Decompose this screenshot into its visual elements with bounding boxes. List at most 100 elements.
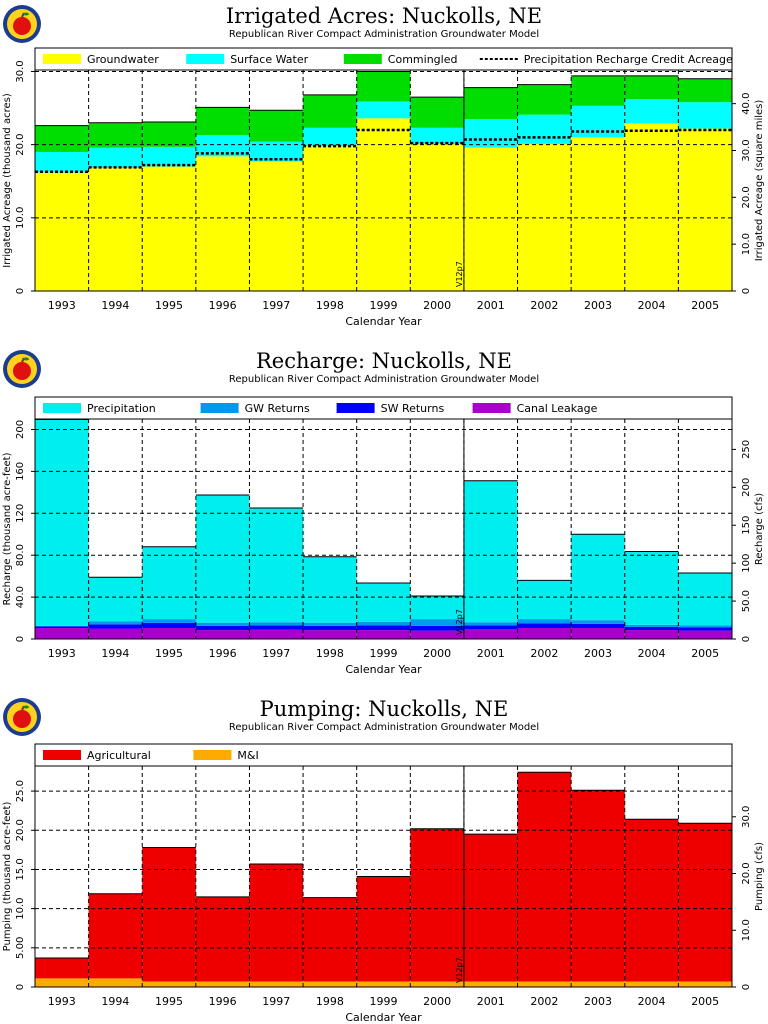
- recharge-panel: Recharge: Nuckolls, NE Republican River …: [0, 345, 768, 683]
- x-tick-label: 1994: [101, 995, 129, 1008]
- bar-segment: [571, 628, 625, 639]
- bar-segment: [142, 166, 196, 291]
- bar-segment: [249, 110, 304, 142]
- x-tick-label: 1995: [155, 647, 183, 660]
- bar-segment: [463, 981, 518, 987]
- x-tick-label: 1994: [101, 299, 129, 312]
- bar-segment: [356, 981, 411, 987]
- legend-swatch: [343, 54, 382, 64]
- chart-title: Irrigated Acres: Nuckolls, NE: [225, 4, 543, 28]
- recharge-chart: Precipitation GW Returns SW Returns Canal L…: [2, 396, 765, 676]
- bar-segment: [624, 624, 679, 627]
- x-tick-label: 1995: [155, 299, 183, 312]
- bar-segment: [303, 94, 357, 128]
- x-tick-label: 2003: [584, 647, 612, 660]
- x-tick-label: 1998: [316, 299, 344, 312]
- chart-subtitle: Republican River Compact Administration …: [228, 29, 540, 40]
- x-tick-label: 2002: [530, 299, 558, 312]
- x-tick-label: 2002: [530, 647, 558, 660]
- bar-segment: [678, 625, 732, 628]
- bar-segment: [517, 619, 572, 624]
- irrigated-acres-chart: Groundwater Surface Water Commingled Precip…: [2, 47, 765, 328]
- bar-segment: [463, 629, 518, 639]
- bar-segment: [410, 828, 464, 982]
- x-tick-label: 2002: [530, 995, 558, 1008]
- y-tick-label: 5.00: [15, 937, 26, 959]
- bar-segment: [195, 135, 250, 157]
- legend-label: Agricultural: [87, 749, 151, 762]
- pumping-panel: Pumping: Nuckolls, NE Republican River C…: [0, 693, 768, 1024]
- bar-segment: [624, 75, 679, 100]
- bar-segment: [303, 556, 357, 623]
- x-tick-label: 2005: [691, 647, 719, 660]
- bar-segment: [517, 580, 572, 620]
- bar-segment: [517, 114, 572, 144]
- legend-swatch: [43, 750, 81, 760]
- bar-segment: [249, 161, 304, 291]
- bar-segment: [249, 622, 304, 626]
- bar-segment: [624, 981, 679, 987]
- plot-frame: [34, 418, 733, 640]
- bar-segment: [517, 981, 572, 987]
- y-axis-label: Irrigated Acreage (thousand acres): [2, 93, 13, 268]
- legend-label: Precipitation Recharge Credit Acreage: [524, 53, 733, 66]
- bar-segment: [195, 494, 250, 623]
- x-tick-label: 2003: [584, 299, 612, 312]
- bar-segment: [35, 172, 89, 291]
- bar-segment: [678, 627, 732, 631]
- x-tick-label: 2001: [477, 299, 505, 312]
- bar-segment: [249, 625, 304, 630]
- y-right-tick-label: 30.0: [741, 806, 752, 828]
- bar-segment: [88, 628, 143, 639]
- x-tick-label: 2000: [423, 647, 451, 660]
- bar-segment: [624, 626, 679, 631]
- y-right-axis-label: Irrigated Acreage (square miles): [754, 100, 765, 262]
- legend-label: GW Returns: [245, 402, 310, 415]
- y-tick-label: 80.0: [15, 544, 26, 566]
- y-right-tick-label: 0: [741, 636, 752, 642]
- bar-segment: [195, 107, 250, 136]
- bar-segment: [463, 622, 518, 626]
- bar-segment: [142, 981, 196, 987]
- bar-segment: [303, 127, 357, 147]
- bar-segment: [517, 623, 572, 628]
- bar-segment: [463, 834, 518, 982]
- x-tick-label: 1997: [262, 647, 290, 660]
- bar-segment: [88, 978, 143, 987]
- x-tick-label: 1995: [155, 995, 183, 1008]
- bar-segment: [624, 99, 679, 124]
- y-right-tick-label: 10.0: [741, 233, 752, 255]
- legend-swatch: [43, 54, 81, 64]
- bar-segment: [410, 625, 464, 631]
- y-tick-label: 200: [15, 420, 26, 439]
- x-tick-label: 1999: [370, 647, 398, 660]
- bar-segment: [249, 141, 304, 162]
- y-tick-label: 0: [15, 636, 26, 642]
- bar-segment: [410, 630, 464, 639]
- x-tick-label: 1997: [262, 299, 290, 312]
- bar-segment: [142, 619, 196, 623]
- bar-segment: [303, 622, 357, 626]
- bar-segment: [678, 102, 732, 129]
- version-marker-label: V12p7: [455, 957, 464, 983]
- bar-segment: [571, 790, 625, 982]
- y-tick-label: 25.0: [15, 780, 26, 802]
- x-tick-label: 1993: [48, 299, 76, 312]
- bar-segment: [678, 823, 732, 982]
- bar-segment: [303, 630, 357, 639]
- chart-title: Pumping: Nuckolls, NE: [259, 697, 509, 721]
- bar-segment: [195, 981, 250, 987]
- bar-segment: [517, 84, 572, 115]
- x-tick-label: 2004: [638, 299, 666, 312]
- y-right-tick-label: 150: [741, 516, 752, 535]
- bar-segment: [356, 101, 411, 119]
- bar-segment: [463, 119, 518, 148]
- bar-segment: [142, 546, 196, 620]
- bar-segment: [249, 863, 304, 982]
- y-right-tick-label: 0: [741, 288, 752, 294]
- bar-segment: [356, 630, 411, 639]
- bar-segment: [303, 146, 357, 291]
- x-tick-label: 1998: [316, 995, 344, 1008]
- y-right-tick-label: 50.0: [741, 590, 752, 612]
- bar-segment: [88, 577, 143, 622]
